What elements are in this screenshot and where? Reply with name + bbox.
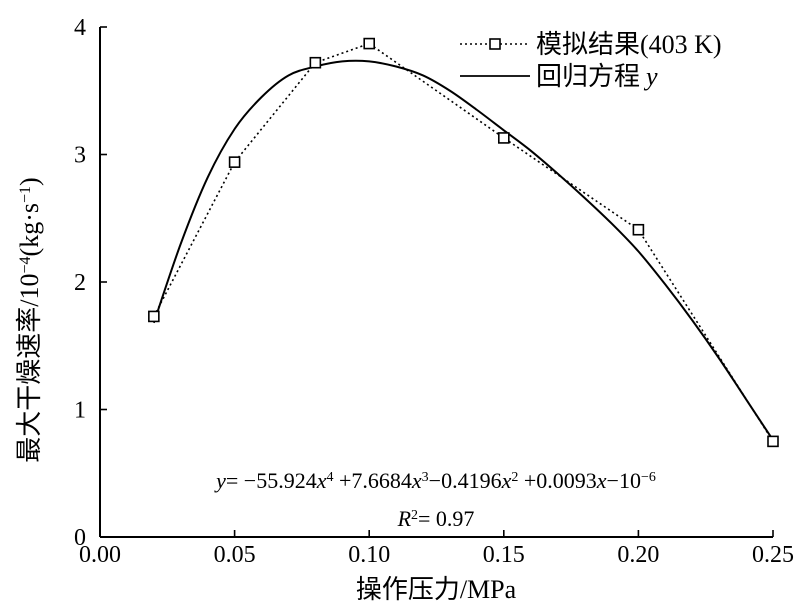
y-axis-title-unit-close: ) [15, 177, 44, 186]
legend-fit-label-main: 回归方程 [536, 62, 640, 91]
y-axis-title-unit-exp: −1 [17, 186, 34, 203]
y-axis-title: 最大干燥速率/10−4(kg·s−1) [15, 177, 44, 462]
simulation-line [153, 42, 774, 442]
eq-x2: x [411, 468, 422, 493]
x-tick-label: 0.00 [79, 542, 121, 568]
legend-sim-label: 模拟结果(403 K) [536, 30, 722, 59]
x-tick-label: 0.15 [483, 542, 525, 568]
eq-part2: +7.6684 [333, 468, 411, 493]
eq-p1: 4 [326, 470, 333, 485]
r2-p: 2 [411, 508, 418, 523]
y-tick-label: 0 [74, 525, 86, 551]
y-tick-label: 2 [74, 270, 86, 296]
eq-part1: = −55.924 [226, 468, 317, 493]
x-tick-label: 0.10 [348, 542, 390, 568]
legend: 模拟结果(403 K) 回归方程 y [460, 30, 722, 91]
r2-r: R [397, 506, 412, 531]
eq-x3: x [501, 468, 512, 493]
eq-p3: 2 [511, 470, 518, 485]
series-layer [148, 37, 779, 448]
ticks: 0.00 0.05 0.10 0.15 0.20 0.25 0 1 2 3 4 [74, 15, 794, 568]
eq-x1: x [316, 468, 327, 493]
eq-y: y [214, 468, 226, 493]
eq-part5: −10 [607, 468, 641, 493]
legend-fit-label-italic: y [643, 62, 658, 91]
x-tick-label: 0.20 [617, 542, 659, 568]
simulation-point [632, 223, 645, 236]
simulation-point [309, 56, 322, 69]
eq-part3: −0.4196 [429, 468, 502, 493]
y-axis-title-main: 最大干燥速率/10 [15, 273, 44, 462]
eq-x4: x [596, 468, 607, 493]
regression-curve [152, 59, 774, 441]
eq-part4: +0.0093 [518, 468, 596, 493]
simulation-point [767, 435, 779, 448]
x-axis-title: 操作压力/MPa [356, 575, 517, 604]
y-tick-label: 3 [74, 143, 86, 169]
simulation-point [497, 132, 510, 144]
simulation-point [148, 310, 160, 323]
y-tick-label: 4 [74, 15, 86, 41]
y-axis-title-exp: −4 [17, 256, 34, 273]
legend-fit-label: 回归方程 y [536, 62, 658, 91]
x-tick-label: 0.05 [214, 542, 256, 568]
r-squared: R2= 0.97 [397, 506, 475, 531]
simulation-point [228, 156, 241, 168]
eq-p2: 3 [422, 470, 429, 485]
eq-p5: −6 [641, 470, 656, 485]
y-axis-title-unit: (kg·s [15, 203, 44, 256]
simulation-point [363, 37, 376, 50]
y-tick-label: 1 [74, 398, 86, 424]
legend-sim-marker [489, 38, 501, 50]
regression-equation: y= −55.924x4 +7.6684x3−0.4196x2 +0.0093x… [214, 468, 656, 493]
r2-value: = 0.97 [418, 506, 474, 531]
x-tick-label: 0.25 [752, 542, 794, 568]
